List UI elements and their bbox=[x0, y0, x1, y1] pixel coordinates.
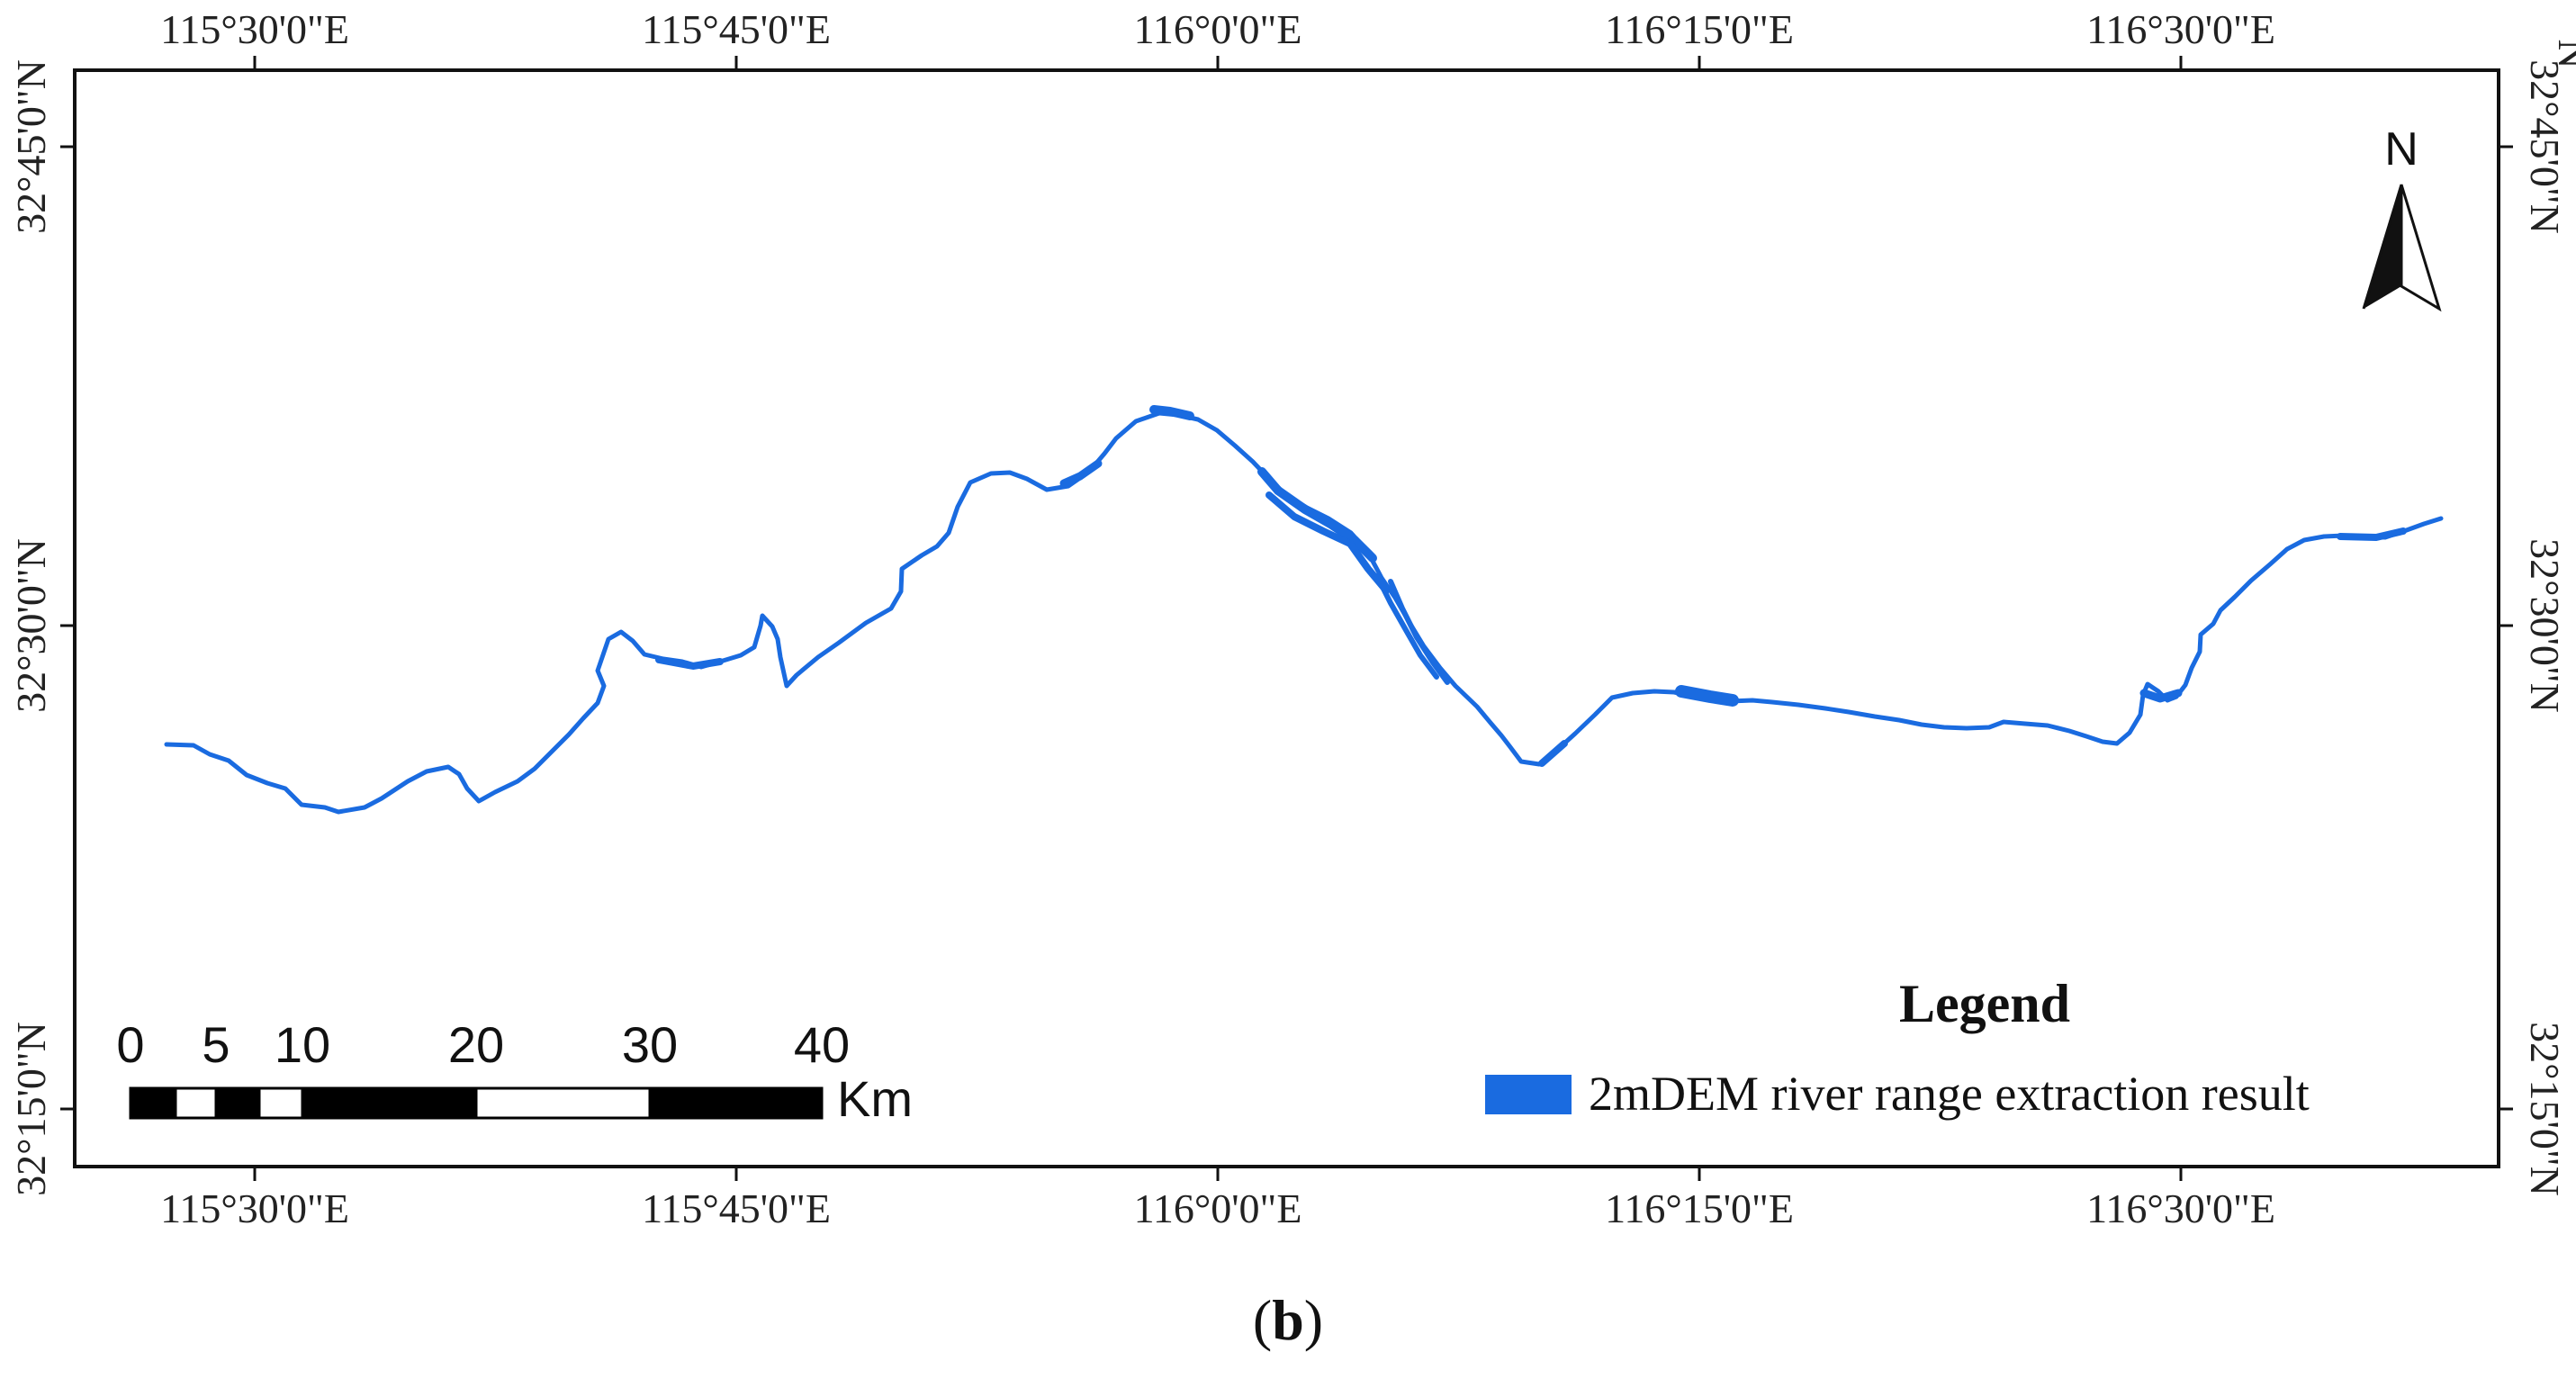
scale-tick-label: 20 bbox=[448, 1016, 504, 1073]
river-channel-branch bbox=[1675, 685, 1739, 707]
caption-letter: b bbox=[1272, 1288, 1304, 1352]
scale-segment bbox=[257, 1086, 304, 1120]
lon-label-top: 116°0'0"E bbox=[1134, 6, 1302, 52]
legend: Legend 2mDEM river range extraction resu… bbox=[1485, 974, 2310, 1121]
caption-open-paren: ( bbox=[1252, 1288, 1273, 1352]
lat-label-right: 32°45'0"N bbox=[2522, 59, 2568, 234]
lon-label-top: 116°15'0"E bbox=[1605, 6, 1794, 52]
left-latitude-labels: 32°45'0"N 32°30'0"N 32°15'0"N bbox=[8, 59, 54, 1196]
map-frame bbox=[73, 68, 2500, 1168]
scale-segment bbox=[174, 1086, 218, 1120]
river-channel-branch bbox=[1538, 740, 1568, 767]
river-channel-branch bbox=[655, 656, 724, 670]
lat-label-left: 32°30'0"N bbox=[8, 538, 54, 713]
lon-label-top: 115°30'0"E bbox=[160, 6, 349, 52]
river-channel-branch bbox=[1265, 491, 1390, 594]
right-latitude-labels: N 32°45'0"N 32°30'0"N 32°15'0"N bbox=[2522, 39, 2576, 1195]
lon-label-top: 116°30'0"E bbox=[2086, 6, 2275, 52]
lon-label-bottom: 115°45'0"E bbox=[642, 1185, 831, 1231]
lat-label-left: 32°15'0"N bbox=[8, 1022, 54, 1196]
legend-swatch bbox=[1485, 1075, 1572, 1114]
scale-segment bbox=[301, 1086, 478, 1120]
river-channel-branch bbox=[1149, 405, 1194, 420]
scale-segment bbox=[474, 1086, 652, 1120]
river-channel-branch bbox=[1059, 459, 1103, 488]
north-arrow-right-half bbox=[2400, 184, 2442, 312]
scale-tick-label: 10 bbox=[275, 1016, 330, 1073]
lon-label-bottom: 116°30'0"E bbox=[2086, 1185, 2275, 1231]
legend-item-label: 2mDEM river range extraction result bbox=[1589, 1067, 2310, 1121]
lon-label-bottom: 115°30'0"E bbox=[160, 1185, 349, 1231]
river-extraction bbox=[164, 405, 2444, 815]
longitude-ticks bbox=[253, 56, 2183, 1181]
river-channel-branch bbox=[1374, 573, 1439, 680]
scale-tick-label: 40 bbox=[794, 1016, 850, 1073]
river-channel-branch bbox=[1257, 467, 1377, 563]
river-channel-branch bbox=[2337, 527, 2407, 541]
scale-segment bbox=[648, 1086, 824, 1120]
north-arrow: N bbox=[2362, 123, 2442, 312]
north-arrow-label: N bbox=[2384, 123, 2418, 176]
lat-label-right: 32°30'0"N bbox=[2522, 538, 2568, 713]
lon-label-bottom: 116°0'0"E bbox=[1134, 1185, 1302, 1231]
river-channel-branch bbox=[2139, 689, 2183, 703]
caption-close-paren: ) bbox=[1303, 1288, 1324, 1352]
scale-bar: 0 5 10 20 30 40 Km bbox=[116, 1016, 913, 1127]
latitude-ticks bbox=[60, 145, 2513, 1111]
bottom-longitude-labels: 115°30'0"E 115°45'0"E 116°0'0"E 116°15'0… bbox=[160, 1185, 2275, 1231]
scale-tick-label: 0 bbox=[116, 1016, 144, 1073]
legend-title: Legend bbox=[1899, 974, 2070, 1033]
scale-tick-label: 30 bbox=[622, 1016, 678, 1073]
scale-segment bbox=[129, 1086, 177, 1120]
scale-segment bbox=[214, 1086, 261, 1120]
scale-unit-label: Km bbox=[837, 1070, 913, 1127]
figure-caption: (b) bbox=[0, 1287, 2576, 1354]
lat-label-right-partial: N bbox=[2550, 39, 2576, 68]
lat-label-left: 32°45'0"N bbox=[8, 59, 54, 234]
lon-label-top: 115°45'0"E bbox=[642, 6, 831, 52]
lon-label-bottom: 116°15'0"E bbox=[1605, 1185, 1794, 1231]
scale-tick-label: 5 bbox=[202, 1016, 230, 1073]
top-longitude-labels: 115°30'0"E 115°45'0"E 116°0'0"E 116°15'0… bbox=[160, 6, 2275, 52]
lat-label-right: 32°15'0"N bbox=[2522, 1022, 2568, 1196]
river-channel-branch bbox=[1388, 579, 1450, 685]
